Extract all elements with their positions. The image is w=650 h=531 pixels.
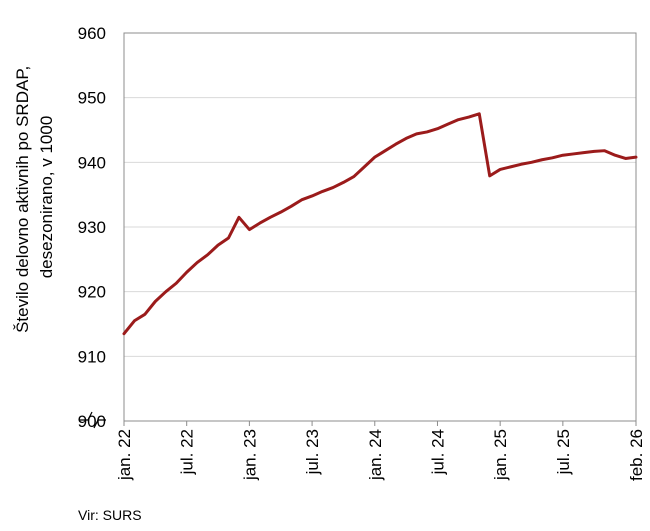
grid-lines xyxy=(124,32,636,422)
x-tick-label: feb. 26 xyxy=(627,429,646,481)
x-tick-label: jul. 22 xyxy=(178,429,197,475)
series-line-0 xyxy=(122,112,638,336)
y-tick-label: 910 xyxy=(78,347,106,366)
x-tick-label: jan. 24 xyxy=(366,429,385,481)
y-tick-label: 900 xyxy=(78,412,106,431)
y-axis-label-line-1: Število delovno aktivnih po SRDAP, xyxy=(13,66,32,333)
x-tick-labels: jan. 22 jul. 22 jan. 23 jul. 23 jan. 24 jul. … xyxy=(115,421,646,481)
y-tick-label: 920 xyxy=(78,283,106,302)
axis-break-mark xyxy=(80,411,106,429)
series-lines xyxy=(122,112,638,336)
y-tick-label: 960 xyxy=(78,24,106,43)
y-tick-labels: 900 910 920 930 940 950 960 xyxy=(78,24,106,431)
y-tick-label: 940 xyxy=(78,153,106,172)
x-tick-label: jan. 22 xyxy=(115,429,134,481)
source-note: Vir: SURS xyxy=(78,507,142,523)
x-tick-label: jul. 25 xyxy=(554,429,573,475)
plot-frame xyxy=(123,32,637,422)
x-tick-label: jan. 23 xyxy=(240,429,259,481)
y-tick-label: 950 xyxy=(78,89,106,108)
y-tick-label: 930 xyxy=(78,218,106,237)
x-tick-label: jul. 24 xyxy=(428,429,447,475)
x-tick-label: jul. 23 xyxy=(303,429,322,475)
y-axis-label-line-2: desezonirano, v 1000 xyxy=(37,116,56,279)
x-tick-label: jan. 25 xyxy=(491,429,510,481)
y-axis-label: Število delovno aktivnih po SRDAP, desez… xyxy=(13,61,56,333)
